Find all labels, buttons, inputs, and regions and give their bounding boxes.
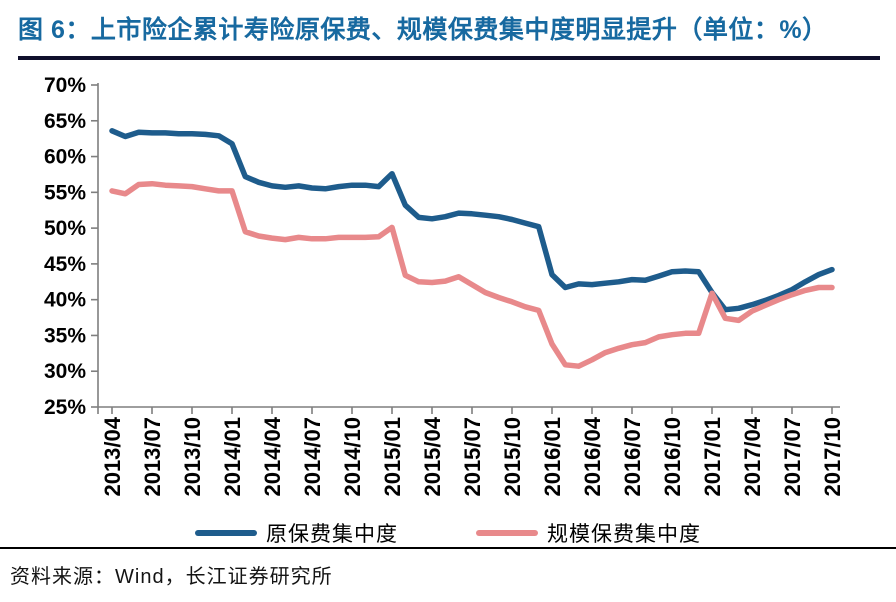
footer-divider (0, 547, 896, 549)
figure-title: 图 6：上市险企累计寿险原保费、规模保费集中度明显提升（单位：%） (18, 16, 828, 44)
y-tick-label: 60% (44, 146, 86, 169)
y-tick-label: 25% (44, 396, 86, 419)
legend-swatch-pink-line (476, 530, 538, 536)
x-tick-label: 2017/07 (780, 417, 805, 497)
x-tick-label: 2016/10 (660, 417, 685, 497)
line-chart: 70% 65% 60% 55% 50% 45% 40% 35% 30% 25% 2013/04 201… (0, 62, 896, 522)
x-tick-label: 2015/07 (460, 417, 485, 497)
y-tick-label: 30% (44, 360, 86, 383)
x-tick-label: 2017/01 (700, 417, 725, 497)
x-tick-label: 2016/01 (540, 417, 565, 497)
legend-label-original-premium: 原保费集中度 (266, 523, 398, 546)
x-tick-label: 2013/10 (180, 417, 205, 497)
chart-canvas: 70% 65% 60% 55% 50% 45% 40% 35% 30% 25% 2013/04 201… (44, 74, 845, 497)
y-tick-label: 55% (44, 181, 86, 204)
x-tick-label: 2015/04 (420, 416, 445, 496)
y-tick-label: 70% (44, 74, 86, 97)
legend-item-original-premium: 原保费集中度 (195, 518, 398, 548)
legend-item-scale-premium: 规模保费集中度 (476, 518, 701, 548)
x-tick-label: 2014/07 (300, 417, 325, 497)
x-tick-label: 2017/04 (740, 416, 765, 496)
x-tick-label: 2016/07 (620, 417, 645, 497)
x-tick-label: 2013/04 (100, 416, 125, 496)
x-tick-label: 2017/10 (820, 417, 845, 497)
x-tick-label: 2014/01 (220, 417, 245, 497)
title-underline (18, 56, 880, 60)
series-line-1 (109, 180, 835, 369)
x-tick-label: 2016/04 (580, 416, 605, 496)
x-tick-label: 2013/07 (140, 417, 165, 497)
x-tick-label: 2015/10 (500, 417, 525, 497)
legend-swatch-blue-line (195, 530, 257, 536)
source-note: 资料来源：Wind，长江证券研究所 (10, 566, 333, 588)
y-tick-label: 45% (44, 253, 86, 276)
y-tick-label: 65% (44, 110, 86, 133)
x-tick-label: 2014/04 (260, 416, 285, 496)
y-tick-label: 35% (44, 324, 86, 347)
y-tick-label: 40% (44, 289, 86, 312)
x-tick-label: 2015/01 (380, 417, 405, 497)
x-tick-label: 2014/10 (340, 417, 365, 497)
chart-legend: 原保费集中度 规模保费集中度 (0, 519, 896, 547)
y-tick-label: 50% (44, 217, 86, 240)
legend-label-scale-premium: 规模保费集中度 (547, 523, 701, 546)
